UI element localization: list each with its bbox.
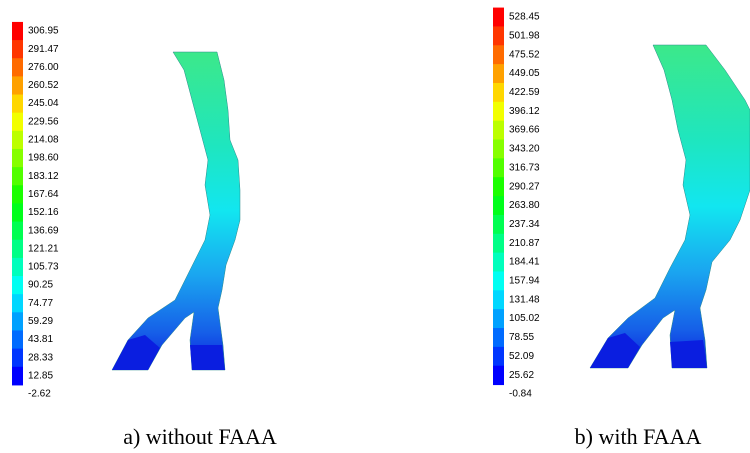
- legend-label: -0.84: [509, 389, 532, 400]
- color-swatch: [12, 330, 23, 350]
- color-swatch: [12, 185, 23, 204]
- color-swatch: [493, 252, 504, 272]
- color-swatch: [493, 346, 504, 367]
- legend-label: 449.05: [509, 68, 540, 79]
- color-swatch: [12, 112, 23, 132]
- legend-label: 475.52: [509, 49, 540, 60]
- color-swatch: [12, 167, 23, 186]
- caption: b) with FAAA: [575, 424, 702, 449]
- color-swatch: [12, 257, 23, 277]
- legend-label: 12.85: [28, 370, 53, 381]
- color-swatch: [493, 196, 504, 216]
- legend-label: 59.29: [28, 316, 53, 327]
- color-swatch: [12, 348, 23, 368]
- color-swatch: [493, 120, 504, 141]
- color-swatch: [493, 328, 504, 348]
- legend-label: 422.59: [509, 87, 540, 98]
- color-swatch: [12, 76, 23, 96]
- legend-label: -2.62: [28, 389, 51, 400]
- legend-label: 260.52: [28, 80, 59, 91]
- legend-label: 229.56: [28, 116, 59, 127]
- legend-label: 105.02: [509, 313, 540, 324]
- color-swatch: [12, 203, 23, 223]
- color-swatch: [12, 221, 23, 241]
- legend-label: 245.04: [28, 98, 59, 109]
- legend-label: 198.60: [28, 153, 59, 164]
- legend-label: 74.77: [28, 298, 53, 309]
- color-swatch: [12, 40, 23, 59]
- legend-label: 237.34: [509, 219, 540, 230]
- legend-label: 131.48: [509, 294, 540, 305]
- legend-label: 78.55: [509, 332, 534, 343]
- legend-label: 214.08: [28, 135, 59, 146]
- legend-label: 276.00: [28, 62, 59, 73]
- legend-label: 43.81: [28, 334, 53, 345]
- color-swatch: [12, 130, 23, 150]
- color-swatch: [493, 309, 504, 329]
- color-swatch: [493, 45, 504, 65]
- color-swatch: [493, 290, 504, 310]
- color-swatch: [12, 94, 23, 114]
- legend-label: 343.20: [509, 144, 540, 155]
- legend-label: 28.33: [28, 352, 53, 363]
- legend-label: 184.41: [509, 257, 540, 268]
- legend-label: 121.21: [28, 243, 59, 254]
- color-swatch: [493, 64, 504, 84]
- color-swatch: [12, 58, 23, 77]
- legend-label: 316.73: [509, 162, 540, 173]
- legend-label: 105.73: [28, 262, 59, 273]
- legend-label: 52.09: [509, 351, 534, 362]
- color-swatch: [12, 148, 23, 168]
- vessel-b: [589, 44, 750, 369]
- legend-label: 210.87: [509, 238, 540, 249]
- legend-label: 136.69: [28, 225, 59, 236]
- color-swatch: [493, 158, 504, 178]
- color-swatch: [493, 82, 504, 103]
- color-swatch: [493, 214, 504, 235]
- legend-label: 157.94: [509, 276, 540, 287]
- color-swatch: [493, 365, 504, 386]
- color-swatch: [12, 239, 23, 259]
- color-swatch: [12, 294, 23, 313]
- legend-label: 25.62: [509, 370, 534, 381]
- color-swatch: [493, 233, 504, 254]
- color-swatch: [493, 177, 504, 197]
- legend-label: 528.45: [509, 12, 540, 23]
- legend-label: 263.80: [509, 200, 540, 211]
- color-swatch: [12, 312, 23, 331]
- caption: a) without FAAA: [123, 424, 277, 449]
- legend-label: 369.66: [509, 125, 540, 136]
- vessel-a: [111, 51, 241, 371]
- legend-label: 306.95: [28, 26, 59, 37]
- color-swatch: [12, 21, 23, 41]
- legend-label: 396.12: [509, 106, 540, 117]
- legend-label: 167.64: [28, 189, 59, 200]
- legend-label: 501.98: [509, 30, 540, 41]
- legend-label: 183.12: [28, 171, 59, 182]
- color-swatch: [493, 139, 504, 159]
- color-swatch: [493, 7, 504, 27]
- color-swatch: [493, 101, 504, 122]
- legend-label: 90.25: [28, 280, 53, 291]
- legend-label: 291.47: [28, 44, 59, 55]
- color-swatch: [493, 26, 504, 46]
- color-swatch: [12, 366, 23, 386]
- color-swatch: [493, 271, 504, 291]
- legend-label: 290.27: [509, 181, 540, 192]
- legend-label: 152.16: [28, 207, 59, 218]
- color-swatch: [12, 276, 23, 295]
